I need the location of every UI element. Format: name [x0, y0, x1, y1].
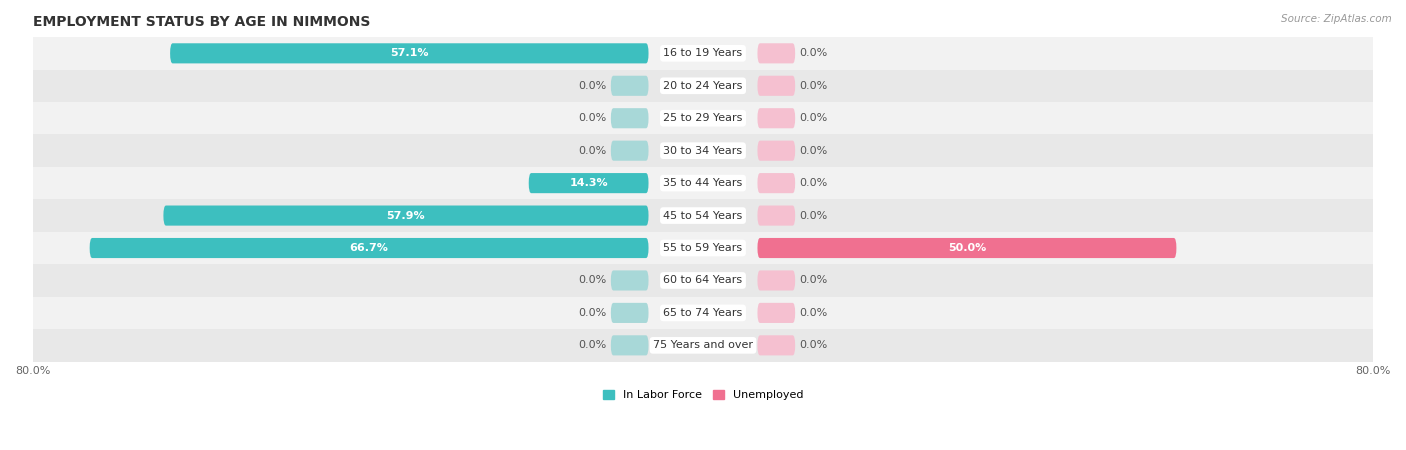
Text: 0.0%: 0.0% — [578, 308, 606, 318]
Text: 0.0%: 0.0% — [800, 178, 828, 188]
Bar — [32, 37, 1374, 70]
FancyBboxPatch shape — [758, 43, 796, 63]
Text: 75 Years and over: 75 Years and over — [652, 340, 754, 351]
FancyBboxPatch shape — [610, 270, 648, 291]
Text: 20 to 24 Years: 20 to 24 Years — [664, 81, 742, 91]
Text: 0.0%: 0.0% — [800, 308, 828, 318]
Bar — [32, 329, 1374, 362]
FancyBboxPatch shape — [610, 140, 648, 161]
FancyBboxPatch shape — [610, 335, 648, 356]
FancyBboxPatch shape — [758, 76, 796, 96]
FancyBboxPatch shape — [758, 270, 796, 291]
FancyBboxPatch shape — [758, 206, 796, 225]
FancyBboxPatch shape — [758, 108, 796, 128]
FancyBboxPatch shape — [758, 140, 796, 161]
FancyBboxPatch shape — [758, 238, 1177, 258]
Text: 0.0%: 0.0% — [578, 81, 606, 91]
Bar — [32, 232, 1374, 264]
Text: 30 to 34 Years: 30 to 34 Years — [664, 146, 742, 156]
Text: 66.7%: 66.7% — [350, 243, 388, 253]
Text: 60 to 64 Years: 60 to 64 Years — [664, 275, 742, 285]
Text: 57.1%: 57.1% — [389, 48, 429, 58]
Bar — [32, 135, 1374, 167]
Text: 65 to 74 Years: 65 to 74 Years — [664, 308, 742, 318]
FancyBboxPatch shape — [610, 108, 648, 128]
Bar — [32, 167, 1374, 199]
Text: 45 to 54 Years: 45 to 54 Years — [664, 211, 742, 220]
Text: 35 to 44 Years: 35 to 44 Years — [664, 178, 742, 188]
Text: 0.0%: 0.0% — [578, 113, 606, 123]
Text: 55 to 59 Years: 55 to 59 Years — [664, 243, 742, 253]
Bar — [32, 264, 1374, 297]
Text: 0.0%: 0.0% — [800, 81, 828, 91]
Bar — [32, 199, 1374, 232]
FancyBboxPatch shape — [758, 335, 796, 356]
Bar — [32, 70, 1374, 102]
FancyBboxPatch shape — [758, 173, 796, 193]
FancyBboxPatch shape — [610, 76, 648, 96]
Text: 0.0%: 0.0% — [800, 146, 828, 156]
Text: 25 to 29 Years: 25 to 29 Years — [664, 113, 742, 123]
Text: 0.0%: 0.0% — [578, 340, 606, 351]
Text: 0.0%: 0.0% — [578, 146, 606, 156]
FancyBboxPatch shape — [90, 238, 648, 258]
Text: EMPLOYMENT STATUS BY AGE IN NIMMONS: EMPLOYMENT STATUS BY AGE IN NIMMONS — [32, 15, 370, 29]
Text: Source: ZipAtlas.com: Source: ZipAtlas.com — [1281, 14, 1392, 23]
Legend: In Labor Force, Unemployed: In Labor Force, Unemployed — [598, 386, 808, 405]
Text: 57.9%: 57.9% — [387, 211, 425, 220]
Text: 0.0%: 0.0% — [578, 275, 606, 285]
Text: 14.3%: 14.3% — [569, 178, 607, 188]
Text: 0.0%: 0.0% — [800, 113, 828, 123]
Bar — [32, 102, 1374, 135]
Text: 0.0%: 0.0% — [800, 211, 828, 220]
Text: 16 to 19 Years: 16 to 19 Years — [664, 48, 742, 58]
FancyBboxPatch shape — [529, 173, 648, 193]
FancyBboxPatch shape — [758, 303, 796, 323]
FancyBboxPatch shape — [163, 206, 648, 225]
Text: 50.0%: 50.0% — [948, 243, 986, 253]
Bar — [32, 297, 1374, 329]
Text: 0.0%: 0.0% — [800, 275, 828, 285]
FancyBboxPatch shape — [610, 303, 648, 323]
Text: 0.0%: 0.0% — [800, 48, 828, 58]
FancyBboxPatch shape — [170, 43, 648, 63]
Text: 0.0%: 0.0% — [800, 340, 828, 351]
